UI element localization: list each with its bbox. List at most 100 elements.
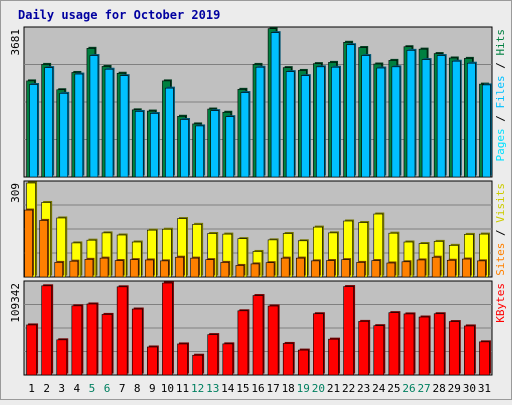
bar-files <box>29 84 38 178</box>
bar-files <box>150 113 159 178</box>
bar-files <box>451 60 461 178</box>
bar-kbytes <box>177 343 188 376</box>
bar-kbytes <box>116 286 128 376</box>
bar-kbytes <box>297 349 309 376</box>
x-tick-label: 17 <box>266 382 279 395</box>
bar-files <box>44 67 53 178</box>
bar-sites <box>341 259 350 278</box>
x-tick-label: 19 <box>297 382 310 395</box>
bar-kbytes <box>433 313 445 376</box>
x-tick-label: 26 <box>402 382 415 395</box>
legend-/: / <box>494 109 507 129</box>
bar-sites <box>371 260 381 278</box>
bar-sites <box>114 260 124 278</box>
bar-files <box>391 66 401 178</box>
bar-files <box>346 44 355 178</box>
bar-kbytes <box>418 316 430 376</box>
series-legend-label: KBytes <box>494 283 507 323</box>
x-tick-label: 1 <box>28 382 35 395</box>
bar-sites <box>54 262 64 278</box>
legend-visits: Visits <box>494 183 507 223</box>
bar-kbytes <box>207 334 219 376</box>
x-tick-label: 12 <box>191 382 204 395</box>
x-tick-label: 10 <box>161 382 174 395</box>
bar-files <box>331 66 340 178</box>
x-tick-label: 14 <box>221 382 235 395</box>
x-tick-label: 25 <box>387 382 400 395</box>
bar-files <box>421 59 431 178</box>
bar-sites <box>235 265 245 278</box>
bar-files <box>210 110 220 178</box>
panel-kbytes: 109342 KBytes <box>9 280 507 376</box>
bar-files <box>300 75 310 178</box>
x-tick-label: 29 <box>448 382 461 395</box>
bar-sites <box>280 257 290 278</box>
bar-files <box>376 67 386 178</box>
x-tick-label: 4 <box>74 382 81 395</box>
y-max-label: 109342 <box>9 283 22 323</box>
x-axis-day-labels: 1 2 3 4 5 6 7 8 9 10 11 12 13 14 15 16 17 18 19 20 21 22 23 24 2… <box>28 382 491 395</box>
bar-sites <box>295 257 305 278</box>
bar-sites <box>462 258 471 278</box>
bar-files <box>240 92 250 178</box>
bar-files <box>195 125 204 178</box>
bar-sites <box>250 263 260 278</box>
series-legend-label: Pages / Files / Hits <box>494 29 507 162</box>
x-tick-label: 5 <box>89 382 96 395</box>
x-tick-label: 9 <box>149 382 156 395</box>
bar-sites <box>477 260 486 278</box>
bar-sites <box>99 257 109 278</box>
bar-kbytes <box>162 282 173 376</box>
bar-files <box>134 111 144 178</box>
bar-sites <box>220 262 230 278</box>
bar-kbytes <box>252 295 264 376</box>
x-tick-label: 22 <box>342 382 355 395</box>
bar-files <box>285 71 295 178</box>
bar-kbytes <box>56 339 68 376</box>
bar-sites <box>416 259 426 278</box>
x-tick-label: 16 <box>251 382 264 395</box>
bar-files <box>89 55 99 178</box>
bar-kbytes <box>237 310 249 376</box>
x-tick-label: 7 <box>119 382 126 395</box>
bar-kbytes <box>101 314 113 376</box>
panel-sites_visits: 309 Sites / Visits <box>9 180 507 278</box>
bar-files <box>316 66 325 178</box>
bar-sites <box>129 259 139 278</box>
bar-files <box>255 66 265 178</box>
x-tick-label: 31 <box>478 382 491 395</box>
bar-sites <box>69 260 79 278</box>
x-tick-label: 6 <box>104 382 111 395</box>
bar-kbytes <box>479 341 490 376</box>
bar-kbytes <box>448 321 460 376</box>
panel-pages_files_hits: 3681 Pages / Files / Hits <box>9 26 507 178</box>
bar-sites <box>265 262 275 278</box>
bar-files <box>436 55 446 178</box>
bar-kbytes <box>388 312 400 376</box>
x-tick-label: 11 <box>176 382 189 395</box>
x-tick-label: 18 <box>282 382 295 395</box>
bar-kbytes <box>86 303 98 376</box>
bar-sites <box>356 262 365 278</box>
legend-hits: Hits <box>494 29 507 56</box>
chart-title: Daily usage for October 2019 <box>18 8 220 22</box>
x-tick-label: 21 <box>327 382 340 395</box>
x-tick-label: 28 <box>433 382 446 395</box>
bar-sites <box>446 259 456 278</box>
bar-kbytes <box>222 343 234 376</box>
bar-sites <box>84 259 94 278</box>
x-tick-label: 30 <box>463 382 476 395</box>
bar-files <box>361 55 370 178</box>
bar-files <box>119 75 129 178</box>
x-tick-label: 3 <box>58 382 65 395</box>
bar-sites <box>326 260 335 278</box>
x-tick-label: 15 <box>236 382 249 395</box>
bar-files <box>482 84 491 178</box>
chart-panels: 3681 Pages / Files / Hits 309 Sites / Visit… <box>9 26 507 376</box>
bar-sites <box>175 256 184 278</box>
legend-kbytes: KBytes <box>494 283 507 323</box>
x-tick-label: 20 <box>312 382 325 395</box>
bar-sites <box>145 259 154 278</box>
